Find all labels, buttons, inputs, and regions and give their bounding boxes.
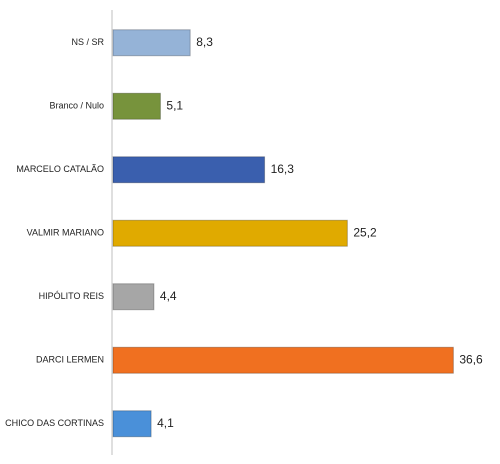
bar [112, 29, 191, 57]
category-label: DARCI LERMEN [36, 355, 104, 365]
bar [112, 156, 266, 184]
category-label: MARCELO CATALÃO [16, 164, 104, 174]
bar [112, 346, 454, 374]
value-label: 4,4 [160, 289, 177, 303]
category-label: CHICO DAS CORTINAS [5, 418, 104, 428]
value-label: 16,3 [271, 162, 295, 176]
category-label: Branco / Nulo [49, 101, 104, 111]
bar [112, 92, 161, 120]
value-label: 8,3 [196, 35, 213, 49]
category-label: HIPÓLITO REIS [39, 291, 104, 301]
value-label: 5,1 [166, 98, 183, 112]
value-label: 36,6 [459, 352, 483, 366]
category-label: VALMIR MARIANO [27, 228, 104, 238]
value-label: 25,2 [353, 225, 377, 239]
bar [112, 219, 348, 247]
category-label: NS / SR [71, 37, 104, 47]
value-label: 4,1 [157, 416, 174, 430]
bar [112, 283, 155, 311]
bar [112, 410, 152, 438]
